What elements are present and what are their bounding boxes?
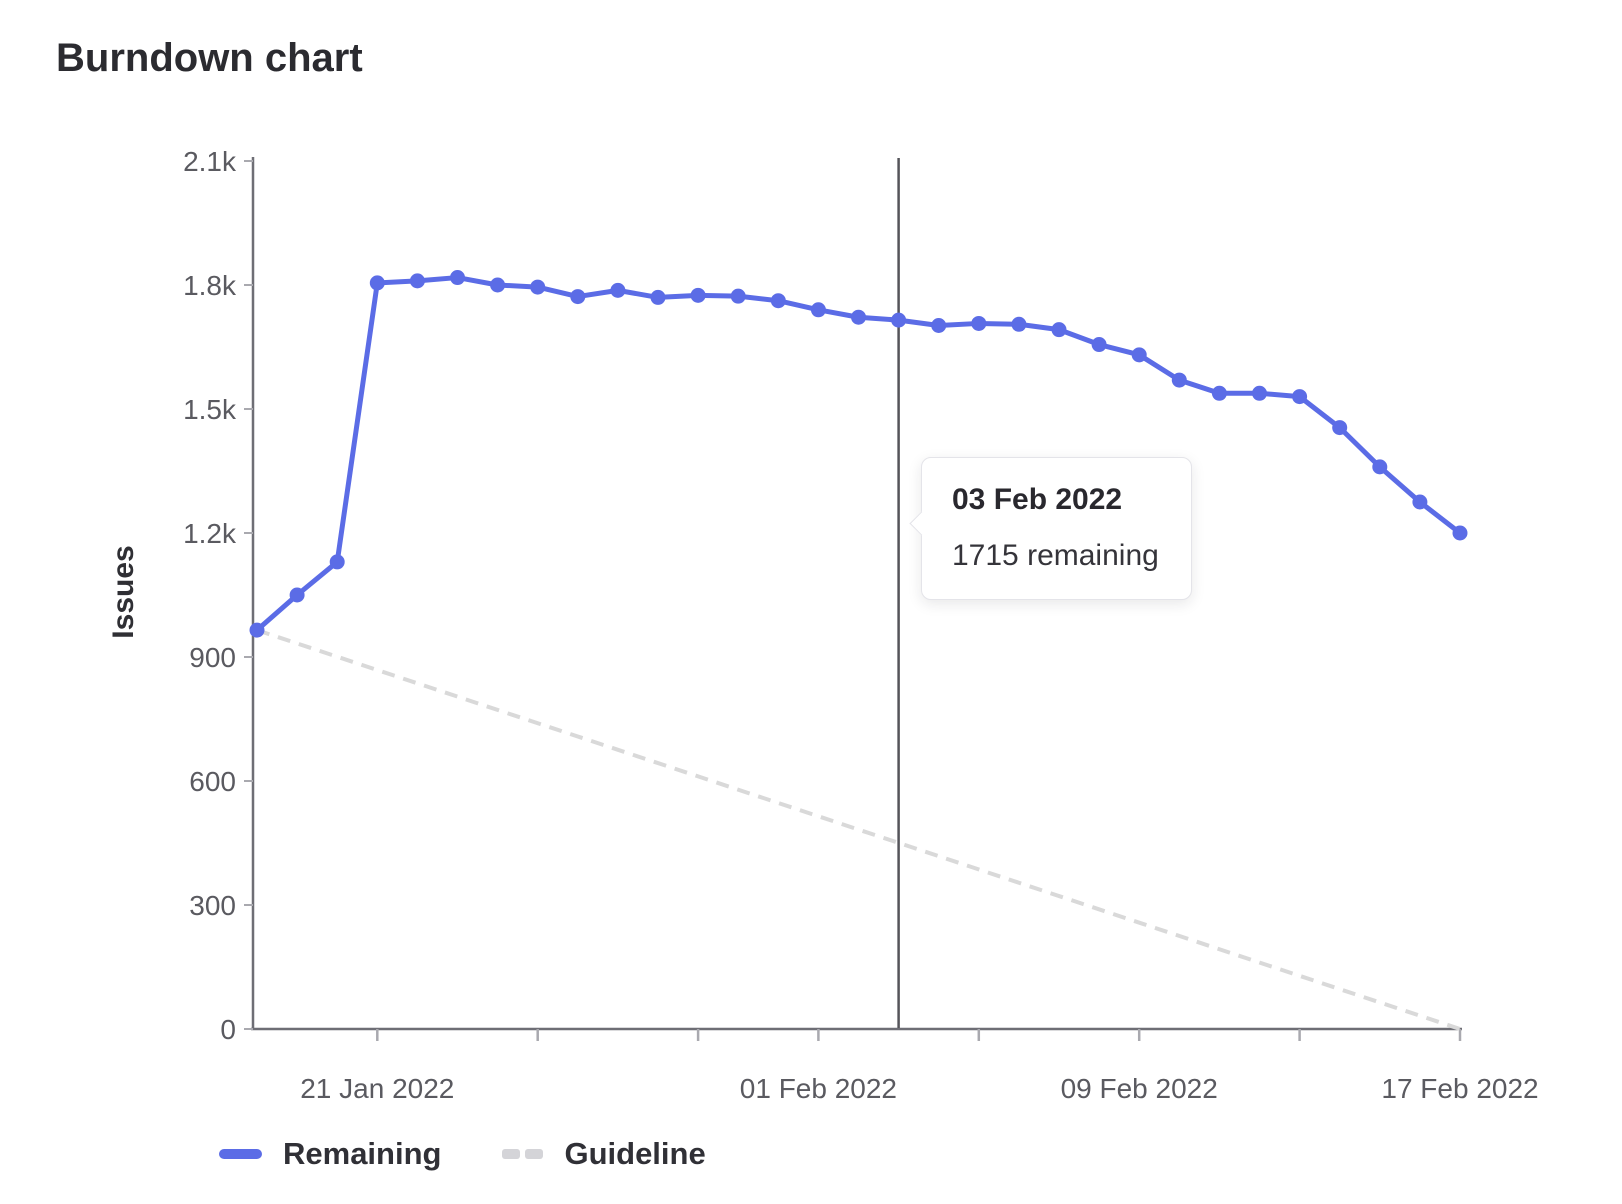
data-point[interactable]	[1372, 459, 1388, 475]
remaining-series-line	[254, 275, 1463, 633]
data-point[interactable]	[409, 273, 425, 289]
x-axis-tick-label: 09 Feb 2022	[1061, 1073, 1218, 1104]
chart-legend: Remaining Guideline	[219, 1136, 706, 1172]
y-axis-tick-label: 600	[189, 766, 236, 797]
data-point[interactable]	[530, 279, 546, 295]
data-point[interactable]	[1051, 322, 1067, 338]
data-point[interactable]	[851, 309, 866, 325]
data-point[interactable]	[1412, 494, 1428, 510]
x-axis-tick-label: 21 Jan 2022	[300, 1073, 454, 1104]
y-axis-title: Issues	[107, 545, 140, 639]
data-point[interactable]	[891, 312, 907, 328]
tooltip-date: 03 Feb 2022	[952, 483, 1123, 516]
data-point[interactable]	[1091, 337, 1107, 353]
data-point[interactable]	[1171, 372, 1187, 388]
data-point[interactable]	[450, 270, 465, 286]
data-point[interactable]	[249, 622, 265, 638]
data-point[interactable]	[1131, 347, 1147, 363]
y-axis-tick-label: 300	[189, 890, 236, 921]
legend-item-remaining[interactable]: Remaining	[219, 1136, 441, 1172]
y-axis-tick-label: 1.5k	[183, 394, 237, 425]
data-point[interactable]	[1452, 525, 1468, 541]
tooltip-remaining-value: 1715 remaining	[952, 539, 1159, 572]
data-point[interactable]	[570, 289, 586, 305]
x-axis-tick-label: 01 Feb 2022	[740, 1073, 897, 1104]
data-point[interactable]	[810, 302, 826, 318]
data-point[interactable]	[329, 554, 345, 570]
data-point[interactable]	[610, 282, 626, 298]
remaining-line-swatch-icon	[219, 1149, 262, 1159]
legend-label-guideline: Guideline	[564, 1136, 706, 1171]
legend-item-guideline[interactable]: Guideline	[502, 1136, 706, 1172]
x-axis-tick-label: 17 Feb 2022	[1381, 1073, 1538, 1104]
guideline-dash-swatch-icon	[502, 1149, 544, 1159]
data-point[interactable]	[931, 318, 947, 334]
data-point[interactable]	[650, 289, 666, 305]
y-axis-tick-label: 2.1k	[183, 146, 237, 177]
chart-tooltip: 03 Feb 2022 1715 remaining	[909, 457, 1192, 600]
data-point[interactable]	[770, 293, 786, 309]
chart-title: Burndown chart	[56, 36, 363, 80]
y-axis-tick-label: 900	[189, 642, 236, 673]
data-point[interactable]	[1252, 385, 1267, 401]
data-point[interactable]	[730, 288, 746, 304]
data-point[interactable]	[1211, 385, 1227, 401]
data-point[interactable]	[1332, 420, 1348, 436]
data-point[interactable]	[369, 275, 385, 291]
data-point[interactable]	[490, 277, 506, 293]
data-point[interactable]	[1292, 389, 1308, 405]
y-axis-tick-label: 1.2k	[183, 518, 237, 549]
y-axis-tick-label: 1.8k	[183, 270, 237, 301]
data-point[interactable]	[1011, 316, 1027, 332]
legend-label-remaining: Remaining	[283, 1136, 442, 1171]
data-point[interactable]	[690, 287, 706, 303]
y-axis-tick-label: 0	[220, 1014, 236, 1045]
data-point[interactable]	[971, 315, 987, 331]
guideline-series-line	[256, 628, 1461, 1031]
data-point[interactable]	[289, 587, 305, 603]
